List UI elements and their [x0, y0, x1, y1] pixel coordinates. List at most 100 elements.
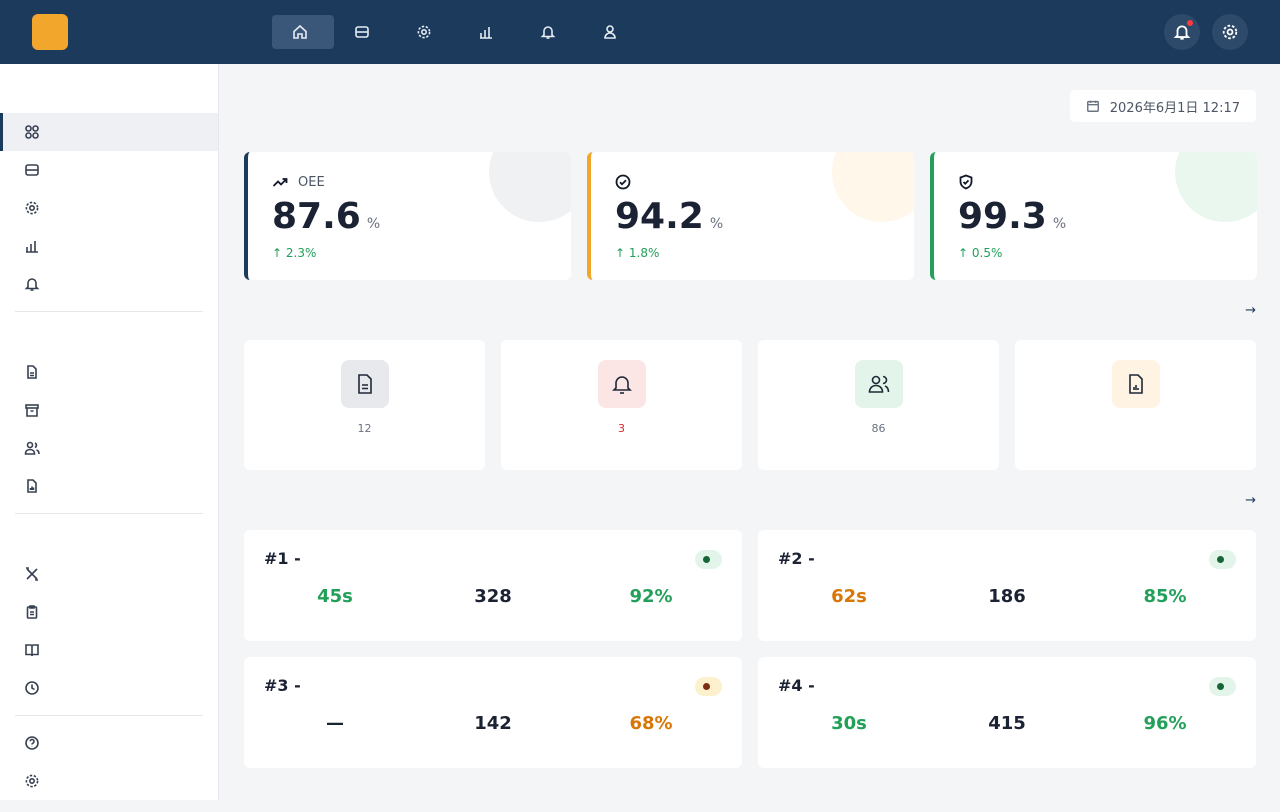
sidebar-item-archive[interactable] — [0, 391, 218, 429]
sidebar-item-help[interactable] — [0, 724, 218, 762]
sidebar-item-alarms[interactable] — [0, 265, 218, 303]
quick-action-icon-box — [854, 360, 903, 408]
nav-item-settings[interactable] — [396, 15, 458, 49]
sidebar-item-history[interactable] — [0, 669, 218, 707]
status-badge — [695, 677, 722, 696]
kpi-decoration — [1175, 152, 1257, 222]
brand[interactable] — [32, 14, 272, 50]
kpi-row: OEE 87.6 % ↑ 2.3% 94.2 % ↑ 1.8% — [244, 152, 1257, 280]
kpi-label: OEE — [272, 174, 325, 190]
metric-value: 415 — [988, 713, 1026, 734]
kpi-value: 99.3 % — [958, 196, 1066, 237]
equipment-more-link[interactable]: → — [1245, 493, 1256, 508]
metric-value: 186 — [988, 586, 1026, 607]
kpi-card-yield[interactable]: 94.2 % ↑ 1.8% — [587, 152, 914, 280]
equipment-name: #2 - — [778, 549, 815, 568]
kpi-trend: ↑ 2.3% — [272, 246, 317, 260]
metric-value: 92% — [629, 586, 673, 607]
equipment-card[interactable]: #4 - 30s 415 96% — [758, 657, 1256, 768]
kpi-unit: % — [366, 216, 381, 232]
sidebar-item-equipment[interactable] — [0, 151, 218, 189]
notifications-button[interactable] — [1164, 14, 1200, 50]
kpi-label — [615, 174, 641, 190]
sidebar-group-title — [0, 88, 218, 104]
sidebar-item-maintenance[interactable] — [0, 555, 218, 593]
equipment-metric: 186 — [928, 583, 1086, 607]
equipment-metric: 142 — [414, 710, 572, 734]
gear-icon — [417, 25, 431, 39]
bell-icon — [24, 278, 40, 291]
report-icon — [1128, 374, 1143, 394]
equipment-card[interactable]: #1 - 45s 328 92% — [244, 530, 742, 641]
equipment-metric: 85% — [1086, 583, 1244, 607]
sidebar-group-title — [0, 530, 218, 546]
nav-item-home[interactable] — [272, 15, 334, 49]
status-badge — [1209, 550, 1236, 569]
help-icon — [25, 736, 39, 750]
metric-value: 328 — [474, 586, 512, 607]
kpi-card-safety[interactable]: 99.3 % ↑ 0.5% — [930, 152, 1257, 280]
equipment-metric: 30s — [770, 710, 928, 734]
quick-actions-more-link[interactable]: → — [1245, 303, 1256, 318]
equipment-metrics: 45s 328 92% — [256, 583, 730, 607]
equipment-metric: 96% — [1086, 710, 1244, 734]
sidebar-item-personnel[interactable] — [0, 429, 218, 467]
kpi-label — [958, 174, 984, 190]
quick-action-card[interactable]: 3 — [501, 340, 742, 470]
sidebar-item-knowledge[interactable] — [0, 631, 218, 669]
sidebar-item-system-settings[interactable] — [0, 762, 218, 800]
equipment-metrics: — 142 68% — [256, 710, 730, 734]
sidebar-divider — [15, 715, 203, 716]
archive-icon — [25, 404, 39, 417]
kpi-number: 99.3 — [958, 196, 1047, 237]
sidebar-item-statistics[interactable] — [0, 227, 218, 265]
file-icon — [357, 374, 372, 394]
trend-up-icon — [272, 178, 288, 187]
sidebar-item-reports[interactable] — [0, 467, 218, 505]
home-icon — [293, 24, 307, 39]
equipment-card[interactable]: #3 - — 142 68% — [244, 657, 742, 768]
quick-action-icon-box — [340, 360, 389, 408]
quick-action-desc: 12 — [357, 422, 372, 435]
sidebar-item-overview[interactable] — [0, 113, 218, 151]
equipment-metric: — — [256, 710, 414, 734]
status-dot — [1217, 683, 1224, 690]
metric-value: 62s — [831, 586, 867, 607]
kpi-number: 94.2 — [615, 196, 704, 237]
book-icon — [25, 644, 39, 657]
quick-action-icon-box — [1111, 360, 1160, 408]
kpi-label-text: OEE — [298, 174, 325, 190]
sidebar-item-parameters[interactable] — [0, 189, 218, 227]
settings-button[interactable] — [1212, 14, 1248, 50]
equipment-name: #3 - — [264, 676, 301, 695]
grid-icon — [25, 125, 39, 139]
bar-chart-icon — [480, 27, 492, 39]
quick-action-desc: 86 — [871, 422, 886, 435]
equipment-name: #4 - — [778, 676, 815, 695]
sidebar — [0, 64, 219, 800]
nav-item-analytics[interactable] — [458, 15, 520, 49]
bell-icon — [540, 26, 556, 39]
calendar-icon — [1086, 100, 1099, 112]
kpi-unit: % — [1052, 216, 1067, 232]
equipment-card[interactable]: #2 - 62s 186 85% — [758, 530, 1256, 641]
quick-action-card[interactable]: 12 — [244, 340, 485, 470]
equipment-metric: 45s — [256, 583, 414, 607]
quick-action-card[interactable] — [1015, 340, 1256, 470]
bar-chart-icon — [26, 241, 38, 253]
sidebar-item-inspection[interactable] — [0, 593, 218, 631]
nav-item-users[interactable] — [582, 15, 644, 49]
metric-value: 96% — [1143, 713, 1187, 734]
kpi-card-oee[interactable]: OEE 87.6 % ↑ 2.3% — [244, 152, 571, 280]
metric-value: — — [326, 713, 344, 734]
sidebar-group-title — [0, 328, 218, 344]
nav-item-equipment[interactable] — [334, 15, 396, 49]
sidebar-item-documents[interactable] — [0, 353, 218, 391]
nav-item-alerts[interactable] — [520, 15, 582, 49]
quick-actions: 12 3 86 — [244, 340, 1256, 470]
equipment-metric: 68% — [572, 710, 730, 734]
quick-action-card[interactable]: 86 — [758, 340, 999, 470]
kpi-value: 87.6 % — [272, 196, 380, 237]
quick-action-icon-box — [597, 360, 646, 408]
metric-value: 85% — [1143, 586, 1187, 607]
